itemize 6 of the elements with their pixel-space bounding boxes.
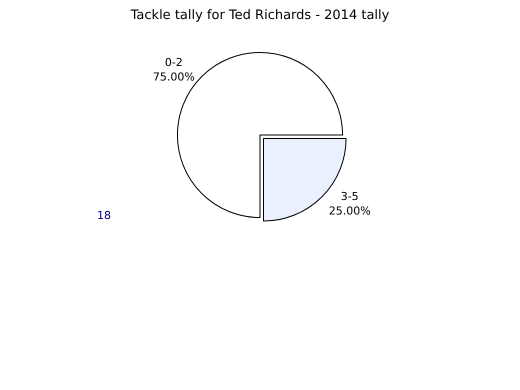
chart-title: Tackle tally for Ted Richards - 2014 tally bbox=[130, 8, 390, 23]
data-label: 75.00% bbox=[152, 70, 195, 84]
data-label: 25.00% bbox=[328, 204, 371, 218]
slice-label: 0-2 bbox=[164, 56, 183, 70]
text: 18 bbox=[97, 209, 111, 222]
slice-label: 3-5 bbox=[340, 190, 359, 204]
